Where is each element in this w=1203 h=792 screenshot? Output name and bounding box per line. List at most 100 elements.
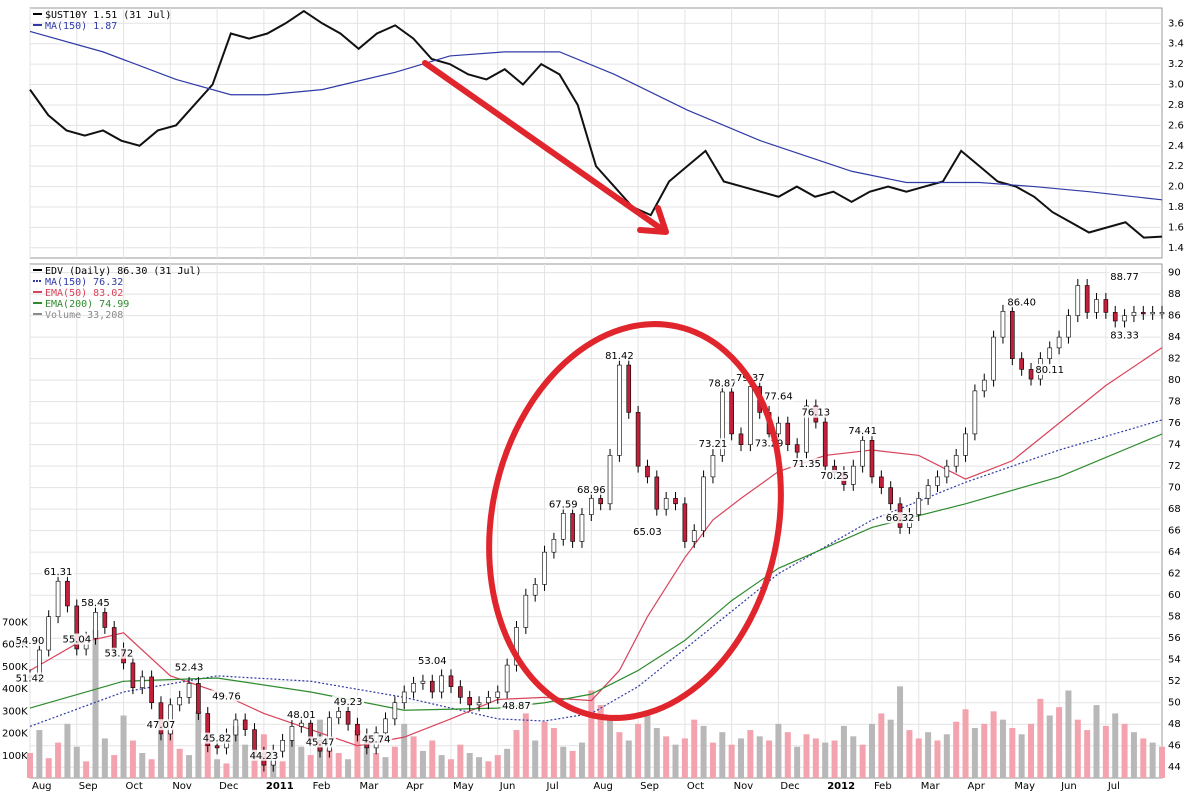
price-candle	[504, 664, 510, 693]
volume-bar	[438, 755, 445, 778]
x-month-label: Feb	[313, 781, 331, 792]
volume-bar	[784, 732, 791, 778]
top-legend-entry: MA(150) 1.87	[45, 21, 117, 32]
price-candle	[1103, 299, 1109, 313]
data-label: 71.35	[792, 459, 821, 470]
price-candle	[719, 391, 725, 456]
volume-bar	[410, 736, 417, 778]
volume-bar	[943, 734, 950, 778]
price-candle	[935, 476, 940, 486]
price-candle	[617, 364, 622, 456]
bottom-legend-entry: EMA(200) 74.99	[45, 299, 129, 310]
volume-bar	[447, 759, 454, 778]
volume-bar	[373, 753, 380, 778]
data-label-bg	[846, 425, 879, 437]
data-label-bg	[173, 661, 206, 673]
price-candle	[429, 680, 435, 693]
volume-bar	[466, 753, 473, 778]
price-candle	[738, 433, 744, 445]
top-y-tick-label: 2.0	[1168, 182, 1184, 193]
price-candle	[1131, 312, 1137, 316]
price-candle	[299, 722, 304, 727]
x-month-label: Apr	[406, 781, 424, 792]
price-candle	[458, 686, 463, 698]
x-month-label: Feb	[874, 781, 892, 792]
price-candle	[448, 675, 454, 687]
data-label: 55.04	[62, 635, 91, 646]
price-candle	[1010, 311, 1015, 359]
data-label: 45.82	[203, 734, 232, 745]
bottom-y-tick-label: 46	[1168, 741, 1181, 752]
volume-bar	[1084, 730, 1091, 778]
bottom-y-tick-label: 56	[1168, 633, 1181, 644]
price-candle	[252, 729, 257, 754]
price-candle	[598, 498, 603, 505]
volume-bar	[635, 723, 642, 778]
volume-bar	[120, 715, 127, 778]
volume-bar	[307, 755, 314, 778]
data-label-bg	[1005, 296, 1038, 308]
data-label-bg	[884, 512, 917, 524]
data-label-bg	[14, 672, 46, 684]
data-label-bg	[818, 469, 851, 481]
volume-bar	[363, 742, 370, 778]
volume-bar	[513, 730, 520, 778]
data-label: 74.41	[848, 426, 877, 437]
volume-bar	[251, 753, 258, 778]
bottom-y-tick-label: 48	[1168, 719, 1181, 730]
top-legend-entry: $UST10Y 1.51 (31 Jul)	[45, 10, 171, 21]
price-candle	[196, 683, 201, 714]
bottom-y-tick-label: 58	[1168, 612, 1181, 623]
volume-bar	[27, 753, 33, 778]
price-candle	[327, 717, 332, 752]
volume-bar	[719, 732, 726, 778]
volume-bar	[1056, 707, 1063, 778]
x-month-label: Mar	[921, 781, 941, 792]
data-label: 76.13	[802, 408, 831, 419]
price-candle	[1066, 315, 1071, 338]
price-candle	[776, 422, 781, 435]
volume-bar	[532, 740, 539, 778]
volume-bar	[139, 753, 146, 778]
price-candle	[139, 676, 145, 688]
x-month-label: Jun	[1060, 781, 1077, 792]
volume-bar	[897, 686, 904, 778]
volume-bar	[457, 744, 464, 778]
volume-bar	[1112, 713, 1119, 778]
data-label: 73.21	[699, 439, 728, 450]
data-label-bg	[201, 732, 234, 744]
x-month-label: May	[453, 781, 474, 792]
volume-bar	[663, 736, 670, 778]
price-candle	[944, 465, 950, 478]
price-candle	[953, 455, 959, 467]
edv-panel: 44 46 48 50 52 54 56 58 60 62 64 66 68 70 72 74 76 78 80 82…	[2, 263, 1181, 792]
price-candle	[93, 612, 98, 639]
bottom-y-tick-label: 54	[1168, 655, 1181, 666]
price-candle	[916, 498, 922, 515]
volume-bar	[812, 738, 819, 778]
top-y-tick-label: 3.2	[1168, 59, 1184, 70]
price-candle	[794, 444, 800, 453]
volume-bar	[1046, 715, 1053, 778]
price-candle	[888, 487, 893, 505]
volume-bar	[578, 742, 585, 778]
x-month-label: Jul	[1107, 781, 1120, 792]
data-label: 54.90	[16, 636, 45, 647]
volume-bar	[915, 738, 922, 778]
price-candle	[654, 476, 660, 510]
volume-bar	[803, 734, 810, 778]
top-y-tick-label: 1.6	[1168, 222, 1184, 233]
data-label-bg	[799, 406, 832, 418]
volume-bar	[401, 723, 408, 778]
volume-bar	[382, 757, 389, 778]
price-candle	[579, 514, 585, 542]
data-label-bg	[1108, 329, 1141, 341]
volume-bar	[1093, 705, 1100, 778]
volume-bar	[1028, 723, 1035, 778]
volume-bar	[541, 721, 548, 778]
price-candle	[570, 513, 575, 542]
data-label-bg	[416, 655, 449, 667]
x-month-label: Aug	[593, 781, 613, 792]
data-label: 80.11	[1035, 365, 1064, 376]
volume-bar	[326, 748, 333, 778]
